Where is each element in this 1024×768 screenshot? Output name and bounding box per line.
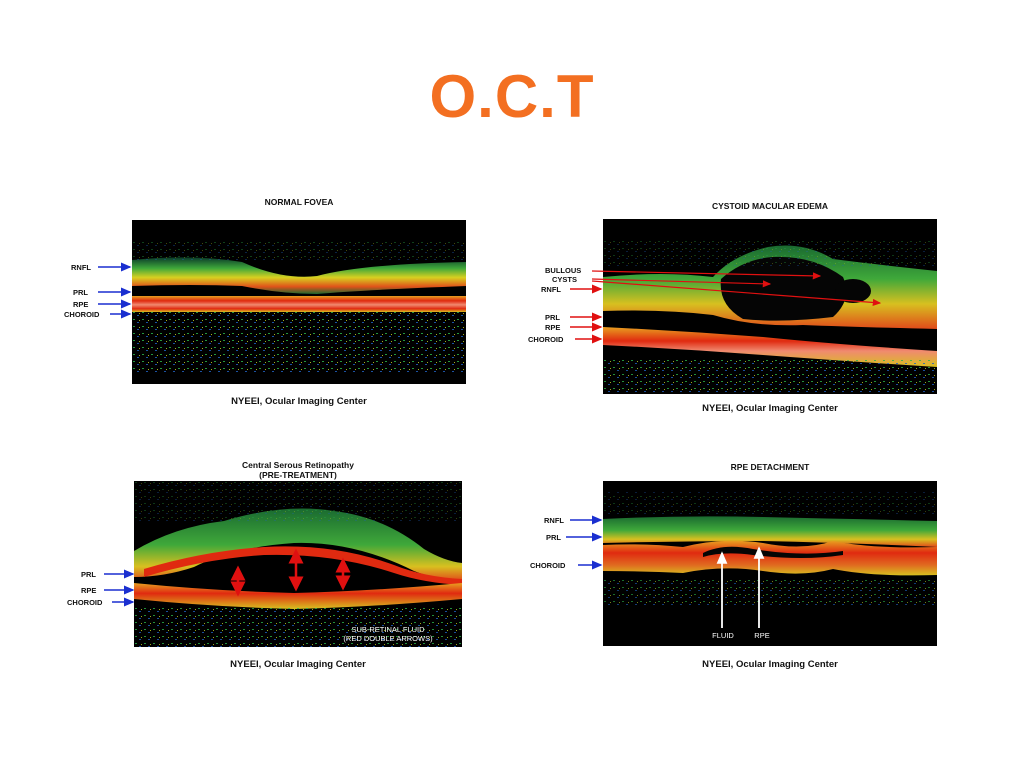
label-rpe: RPE <box>545 323 561 332</box>
label-rnfl: RNFL <box>541 285 561 294</box>
panel-credit: NYEEI, Ocular Imaging Center <box>231 396 367 407</box>
label-cysts: CYSTS <box>552 275 578 284</box>
label-prl: PRL <box>81 570 96 579</box>
panel-credit: NYEEI, Ocular Imaging Center <box>230 659 366 670</box>
oct-scan-cme <box>603 219 937 394</box>
label-choroid: CHOROID <box>64 310 100 319</box>
oct-scan-image <box>603 491 937 607</box>
label-prl: PRL <box>545 313 560 322</box>
panel-heading-line2: (PRE-TREATMENT) <box>259 470 337 480</box>
label-rpe: RPE <box>754 631 770 640</box>
label-rnfl: RNFL <box>544 516 564 525</box>
label-choroid: CHOROID <box>67 598 103 607</box>
oct-scan-csr <box>134 481 462 647</box>
label-rpe: RPE <box>81 586 97 595</box>
oct-scan-normal-fovea <box>132 220 466 384</box>
panel-heading-line1: Central Serous Retinopathy <box>242 460 354 470</box>
oct-scan-rpe-detachment <box>603 481 937 646</box>
label-rpe: RPE <box>73 300 89 309</box>
label-fluid: FLUID <box>712 631 734 640</box>
panel-heading: RPE DETACHMENT <box>730 462 810 472</box>
panel-credit: NYEEI, Ocular Imaging Center <box>702 403 838 414</box>
label-choroid: CHOROID <box>530 561 566 570</box>
slide-title: O.C.T <box>429 63 595 130</box>
oct-scan-image <box>603 239 937 393</box>
oct-scan-image <box>134 481 462 647</box>
oct-scan-image <box>132 240 466 372</box>
label-rnfl: RNFL <box>71 263 91 272</box>
panel-heading: CYSTOID MACULAR EDEMA <box>711 201 828 211</box>
label-prl: PRL <box>546 533 561 542</box>
label-bullous: BULLOUS <box>545 266 582 275</box>
subretinal-fluid-note-line1: SUB-RETINAL FLUID <box>351 625 425 634</box>
label-prl: PRL <box>73 288 88 297</box>
subretinal-fluid-note-line2: (RED DOUBLE ARROWS) <box>343 634 433 643</box>
panel-credit: NYEEI, Ocular Imaging Center <box>702 659 838 670</box>
panel-heading: NORMAL FOVEA <box>264 197 334 207</box>
label-choroid: CHOROID <box>528 335 564 344</box>
